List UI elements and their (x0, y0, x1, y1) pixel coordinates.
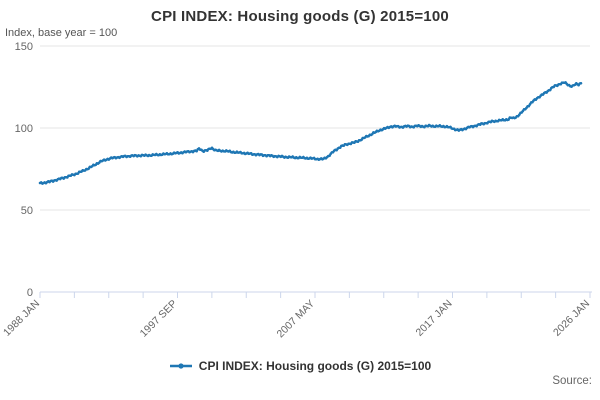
chart-subtitle: Index, base year = 100 (5, 27, 118, 39)
data-point-marker (338, 146, 342, 149)
plot-area: 0 50 100 150 1988 JAN 1997 SEP 2007 MAY 2017 JA… (1, 41, 592, 341)
series-cpi-housing-goods[interactable] (38, 81, 583, 185)
y-axis-tick-label: 100 (15, 123, 33, 135)
series-line[interactable] (38, 81, 583, 185)
y-axis-tick-label: 50 (21, 205, 33, 217)
data-point-marker (370, 132, 374, 136)
data-point-marker (527, 104, 531, 108)
data-point-marker (528, 103, 532, 106)
legend-line-dot-icon (169, 363, 192, 369)
x-axis-tick-label: 1997 SEP (138, 298, 180, 340)
data-point-marker (76, 172, 80, 175)
data-point-marker (87, 167, 90, 170)
source-label: Source: (552, 375, 592, 387)
y-axis-tick-label: 150 (15, 41, 33, 53)
chart-title: CPI INDEX: Housing goods (G) 2015=100 (151, 8, 449, 25)
x-axis-tick-label: 2007 MAY (275, 298, 318, 341)
data-point-marker (538, 96, 541, 99)
legend-label: CPI INDEX: Housing goods (G) 2015=100 (198, 359, 432, 373)
data-point-marker (579, 82, 583, 85)
x-axis-tick-label: 1988 JAN (1, 298, 42, 339)
data-point-marker (507, 118, 510, 121)
data-point-marker (521, 109, 525, 113)
x-axis-tick-label: 2026 JAN (551, 298, 592, 339)
data-point-marker (360, 138, 363, 142)
x-axis-tick-label: 2017 JAN (414, 298, 455, 339)
data-point-marker (548, 88, 552, 92)
data-point-marker (518, 113, 521, 117)
data-point-marker (195, 150, 198, 153)
legend-item[interactable]: CPI INDEX: Housing goods (G) 2015=100 (0, 359, 600, 373)
data-point-marker (328, 154, 331, 158)
y-axis-tick-label: 0 (27, 287, 33, 299)
